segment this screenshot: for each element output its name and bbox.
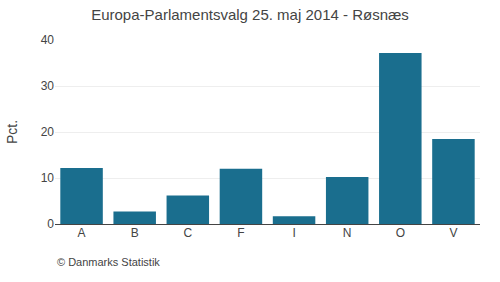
svg-text:O: O — [396, 226, 405, 240]
svg-text:N: N — [343, 226, 352, 240]
svg-text:20: 20 — [41, 125, 55, 139]
svg-text:B: B — [131, 226, 139, 240]
svg-text:0: 0 — [47, 217, 54, 231]
svg-text:A: A — [78, 226, 86, 240]
svg-text:V: V — [449, 226, 457, 240]
svg-text:Europa-Parlamentsvalg 25. maj: Europa-Parlamentsvalg 25. maj 2014 - Røs… — [91, 6, 409, 23]
svg-text:I: I — [292, 226, 295, 240]
svg-text:30: 30 — [41, 79, 55, 93]
svg-text:10: 10 — [41, 171, 55, 185]
svg-text:Pct.: Pct. — [4, 120, 20, 144]
svg-text:C: C — [183, 226, 192, 240]
svg-text:© Danmarks Statistik: © Danmarks Statistik — [57, 256, 160, 268]
svg-text:F: F — [237, 226, 244, 240]
svg-text:40: 40 — [41, 33, 55, 47]
